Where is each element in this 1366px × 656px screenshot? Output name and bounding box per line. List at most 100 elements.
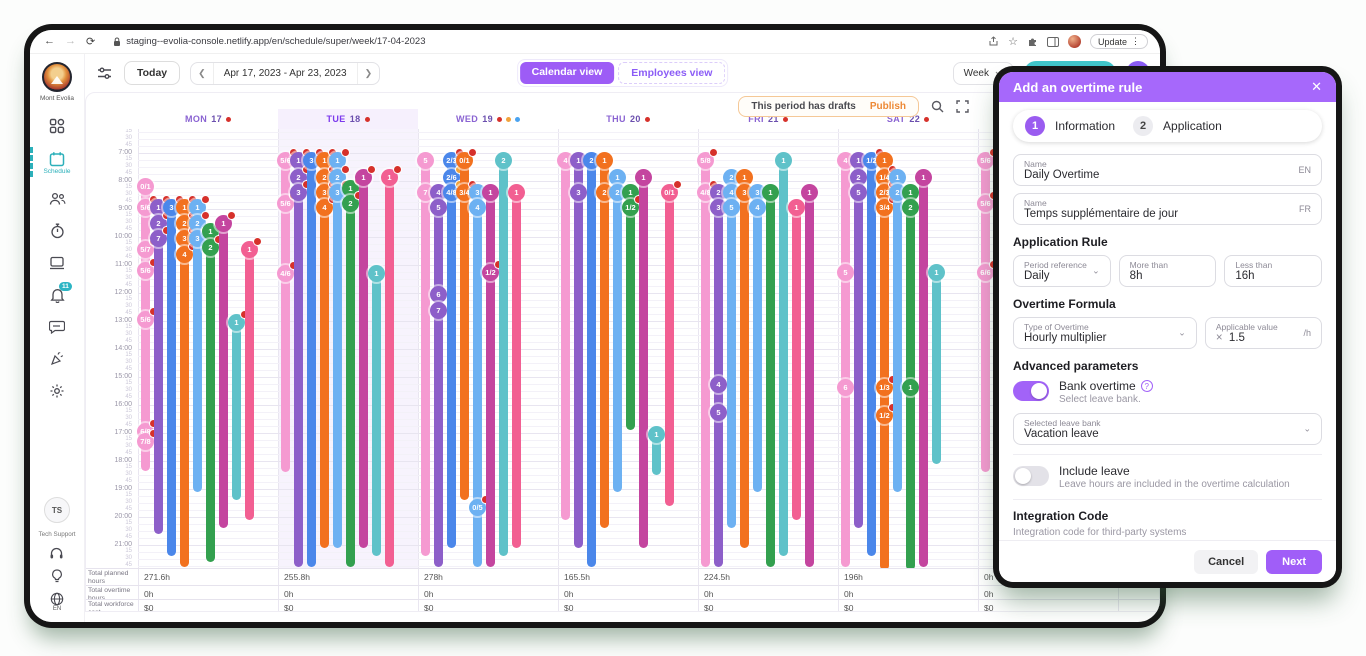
shift-bar-fri-orange[interactable] xyxy=(740,172,749,548)
extension-icon[interactable] xyxy=(1027,36,1038,47)
sidebar-item-kiosk[interactable] xyxy=(30,256,84,270)
shift-bar-thu-hotpink[interactable] xyxy=(665,188,674,506)
shift-badge[interactable]: 2 xyxy=(316,168,333,186)
search-icon[interactable] xyxy=(931,100,944,113)
shift-bar-tue-pink[interactable] xyxy=(281,155,290,473)
include-leave-toggle[interactable] xyxy=(1013,466,1049,486)
shift-badge[interactable]: 5 xyxy=(417,151,434,169)
shift-badge[interactable]: 1 xyxy=(850,151,867,169)
less-than-field[interactable]: Less than 16h xyxy=(1224,255,1323,287)
shift-badge[interactable]: 6 xyxy=(837,378,854,396)
publish-button[interactable]: Publish xyxy=(869,101,906,112)
shift-bar-tue-lightblue[interactable] xyxy=(333,155,342,548)
shift-bar-sat-pink[interactable] xyxy=(841,155,850,568)
shift-bar-fri-green[interactable] xyxy=(766,188,775,568)
shift-badge[interactable]: 1/2 xyxy=(863,151,880,169)
shift-bar-fri-magenta[interactable] xyxy=(805,188,814,568)
day-header-sat[interactable]: SAT 22 xyxy=(838,109,978,129)
shift-bar-mon-teal[interactable] xyxy=(232,318,241,501)
shift-badge[interactable]: 3/4 xyxy=(456,184,473,201)
shift-bar-mon-blue[interactable] xyxy=(167,203,176,557)
profile-avatar[interactable] xyxy=(1067,35,1081,48)
shift-badge[interactable]: 6 xyxy=(430,286,447,304)
shift-bar-tue-magenta[interactable] xyxy=(359,172,368,548)
shift-badge[interactable]: 2 xyxy=(723,168,740,186)
close-icon[interactable]: ✕ xyxy=(1311,79,1322,94)
shift-badge[interactable]: 1 xyxy=(609,168,626,186)
shift-bar-fri-lightblue[interactable] xyxy=(727,172,736,529)
shift-badge[interactable]: 2 xyxy=(596,184,613,201)
shift-badge[interactable]: 1 xyxy=(316,151,333,169)
today-button[interactable]: Today xyxy=(124,61,181,85)
shift-bar-wed-hotpink[interactable] xyxy=(512,188,521,548)
shift-badge[interactable]: 3/4 xyxy=(876,199,893,217)
shift-badge[interactable]: 4 xyxy=(316,199,333,217)
name-en-field[interactable]: Name Daily Overtime EN xyxy=(1013,154,1322,186)
shift-bar-thu-orange[interactable] xyxy=(600,155,609,529)
shift-badge[interactable]: 2/3 xyxy=(876,184,893,201)
headset-icon[interactable] xyxy=(49,547,64,561)
shift-badge[interactable]: 1 xyxy=(290,151,307,169)
shift-badge[interactable]: 7/8 xyxy=(137,433,154,451)
shift-badge[interactable]: 3 xyxy=(710,199,727,217)
shift-badge[interactable]: 1 xyxy=(189,199,206,217)
side-panel-icon[interactable] xyxy=(1046,36,1059,47)
shift-badge[interactable]: 1 xyxy=(329,151,346,169)
shift-badge[interactable]: 5 xyxy=(850,184,867,201)
shift-badge[interactable]: 0/1 xyxy=(456,151,473,169)
day-header-fri[interactable]: FRI 21 xyxy=(698,109,838,129)
shift-badge[interactable]: 3 xyxy=(749,184,766,201)
next-button[interactable]: Next xyxy=(1266,549,1322,574)
shift-badge[interactable]: 5/6 xyxy=(277,195,294,213)
shift-bar-thu-green[interactable] xyxy=(626,188,635,431)
sidebar-item-announcements[interactable] xyxy=(30,351,84,366)
help-icon[interactable]: ? xyxy=(1140,380,1153,392)
shift-bar-sat-green[interactable] xyxy=(906,188,915,568)
shift-bar-sat-lightblue[interactable] xyxy=(893,172,902,492)
shift-badge[interactable]: 1 xyxy=(508,184,525,201)
shift-badge[interactable]: 5 xyxy=(710,403,727,421)
next-week-chevron[interactable]: ❯ xyxy=(364,67,373,78)
shift-badge[interactable]: 2 xyxy=(583,151,600,169)
shift-badge[interactable]: 2 xyxy=(150,214,167,232)
share-icon[interactable] xyxy=(988,36,999,47)
shift-bar-sat-orange[interactable] xyxy=(880,155,889,568)
shift-badge[interactable]: 2 xyxy=(329,168,346,186)
shift-bar-thu-blue[interactable] xyxy=(587,155,596,568)
shift-badge[interactable]: 5 xyxy=(837,263,854,281)
shift-badge[interactable]: 5/6 xyxy=(977,151,994,169)
shift-badge[interactable]: 4 xyxy=(710,375,727,393)
shift-badge[interactable]: 2/3 xyxy=(443,151,460,169)
shift-bar-sat-teal[interactable] xyxy=(932,267,941,464)
shift-badge[interactable]: 2 xyxy=(290,168,307,186)
shift-badge[interactable]: 5/6 xyxy=(137,199,154,217)
support-avatar[interactable]: TS xyxy=(43,497,70,524)
shift-bar-sat-blue[interactable] xyxy=(867,155,876,557)
shift-bar-tue-green[interactable] xyxy=(346,183,355,568)
shift-badge[interactable]: 3 xyxy=(163,199,180,217)
fullscreen-icon[interactable] xyxy=(956,100,969,113)
shift-badge[interactable]: 3 xyxy=(329,184,346,201)
shift-badge[interactable]: 1 xyxy=(902,378,919,396)
shift-badge[interactable]: 1 xyxy=(788,199,805,217)
shift-bar-sun-pink[interactable] xyxy=(981,155,990,473)
shift-bar-mon-hotpink[interactable] xyxy=(245,245,254,520)
shift-badge[interactable]: 2 xyxy=(189,214,206,232)
shift-badge[interactable]: 1 xyxy=(736,168,753,186)
shift-badge[interactable]: 4/6 xyxy=(277,265,294,283)
shift-badge[interactable]: 1/4 xyxy=(876,168,893,186)
shift-badge[interactable]: 2 xyxy=(710,184,727,201)
shift-bar-tue-hotpink[interactable] xyxy=(385,172,394,568)
shift-badge[interactable]: 4 xyxy=(430,184,447,201)
date-range-label[interactable]: Apr 17, 2023 - Apr 23, 2023 xyxy=(212,62,358,84)
shift-badge[interactable]: 4/8 xyxy=(443,184,460,201)
shift-badge[interactable]: 1 xyxy=(570,151,587,169)
shift-badge[interactable]: 3 xyxy=(303,151,320,169)
lightbulb-icon[interactable] xyxy=(51,569,63,584)
shift-badge[interactable]: 4 xyxy=(469,199,486,217)
shift-bar-mon-green[interactable] xyxy=(206,227,215,562)
day-header-mon[interactable]: MON 17 xyxy=(138,109,278,129)
shift-badge[interactable]: 1 xyxy=(775,151,792,169)
shift-badge[interactable]: 2 xyxy=(176,214,193,232)
shift-badge[interactable]: 1 xyxy=(622,184,639,201)
